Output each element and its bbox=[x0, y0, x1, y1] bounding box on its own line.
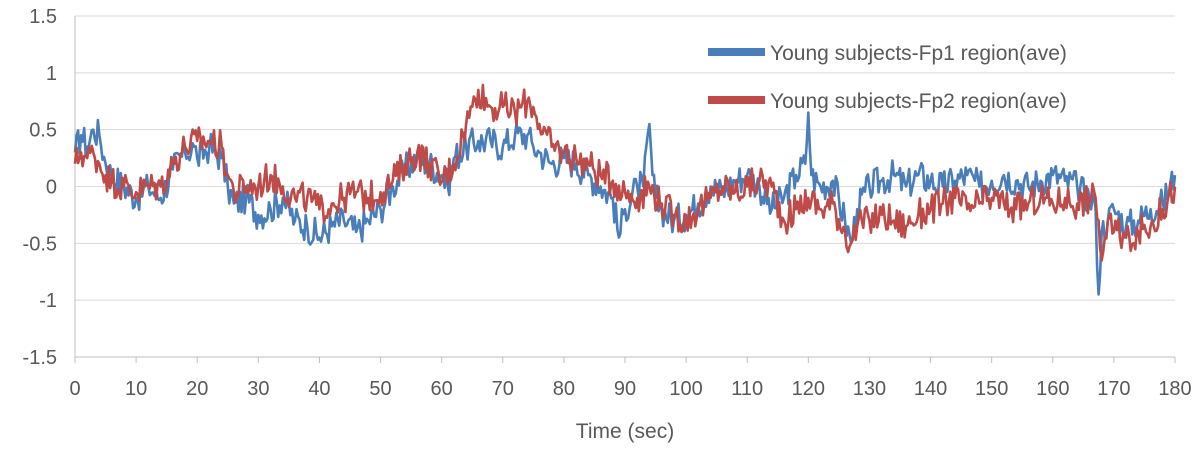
y-tick-label: -1 bbox=[39, 290, 57, 312]
axes: -1.5 -1 -0.5 0 0.5 1 1.5 0 10 20 30 40 50 60 70 80 90 100… bbox=[23, 6, 1192, 400]
x-tick-label: 50 bbox=[369, 378, 391, 400]
y-tick-label: 1.5 bbox=[29, 6, 57, 28]
legend-label-2: Young subjects-Fp2 region(ave) bbox=[770, 90, 1067, 113]
x-tick-label: 140 bbox=[914, 378, 947, 400]
x-tick-label: 110 bbox=[731, 378, 763, 400]
x-tick-label: 30 bbox=[247, 378, 269, 400]
series-line-1 bbox=[73, 111, 1177, 296]
x-tick-label: 120 bbox=[792, 378, 825, 400]
y-tick-label: 1 bbox=[46, 63, 57, 85]
y-tick-label: 0.5 bbox=[29, 120, 57, 142]
x-tick-label: 60 bbox=[431, 378, 453, 400]
x-axis-label: Time (sec) bbox=[576, 420, 674, 443]
legend: Young subjects-Fp1 region(ave) Young subj… bbox=[708, 42, 1067, 113]
y-tick-label: -0.5 bbox=[23, 233, 57, 255]
series-line-2 bbox=[73, 83, 1177, 262]
x-tick-label: 40 bbox=[308, 378, 330, 400]
y-tick-label: 0 bbox=[46, 177, 57, 199]
x-tick-label: 10 bbox=[125, 378, 147, 400]
legend-label-1: Young subjects-Fp1 region(ave) bbox=[770, 42, 1067, 65]
x-tick-label: 170 bbox=[1097, 378, 1130, 400]
x-tick-label: 130 bbox=[853, 378, 886, 400]
y-tick-label: -1.5 bbox=[23, 347, 57, 369]
x-tick-label: 160 bbox=[1036, 378, 1069, 400]
x-tick-label: 90 bbox=[614, 378, 636, 400]
x-tick-label: 150 bbox=[975, 378, 1008, 400]
x-tick-label: 20 bbox=[186, 378, 208, 400]
x-tick-label: 70 bbox=[492, 378, 514, 400]
x-tick-label: 100 bbox=[669, 378, 702, 400]
x-tick-label: 80 bbox=[553, 378, 575, 400]
x-tick-label: 0 bbox=[69, 378, 80, 400]
series-layer bbox=[73, 83, 1177, 296]
x-tick-label: 180 bbox=[1158, 378, 1191, 400]
